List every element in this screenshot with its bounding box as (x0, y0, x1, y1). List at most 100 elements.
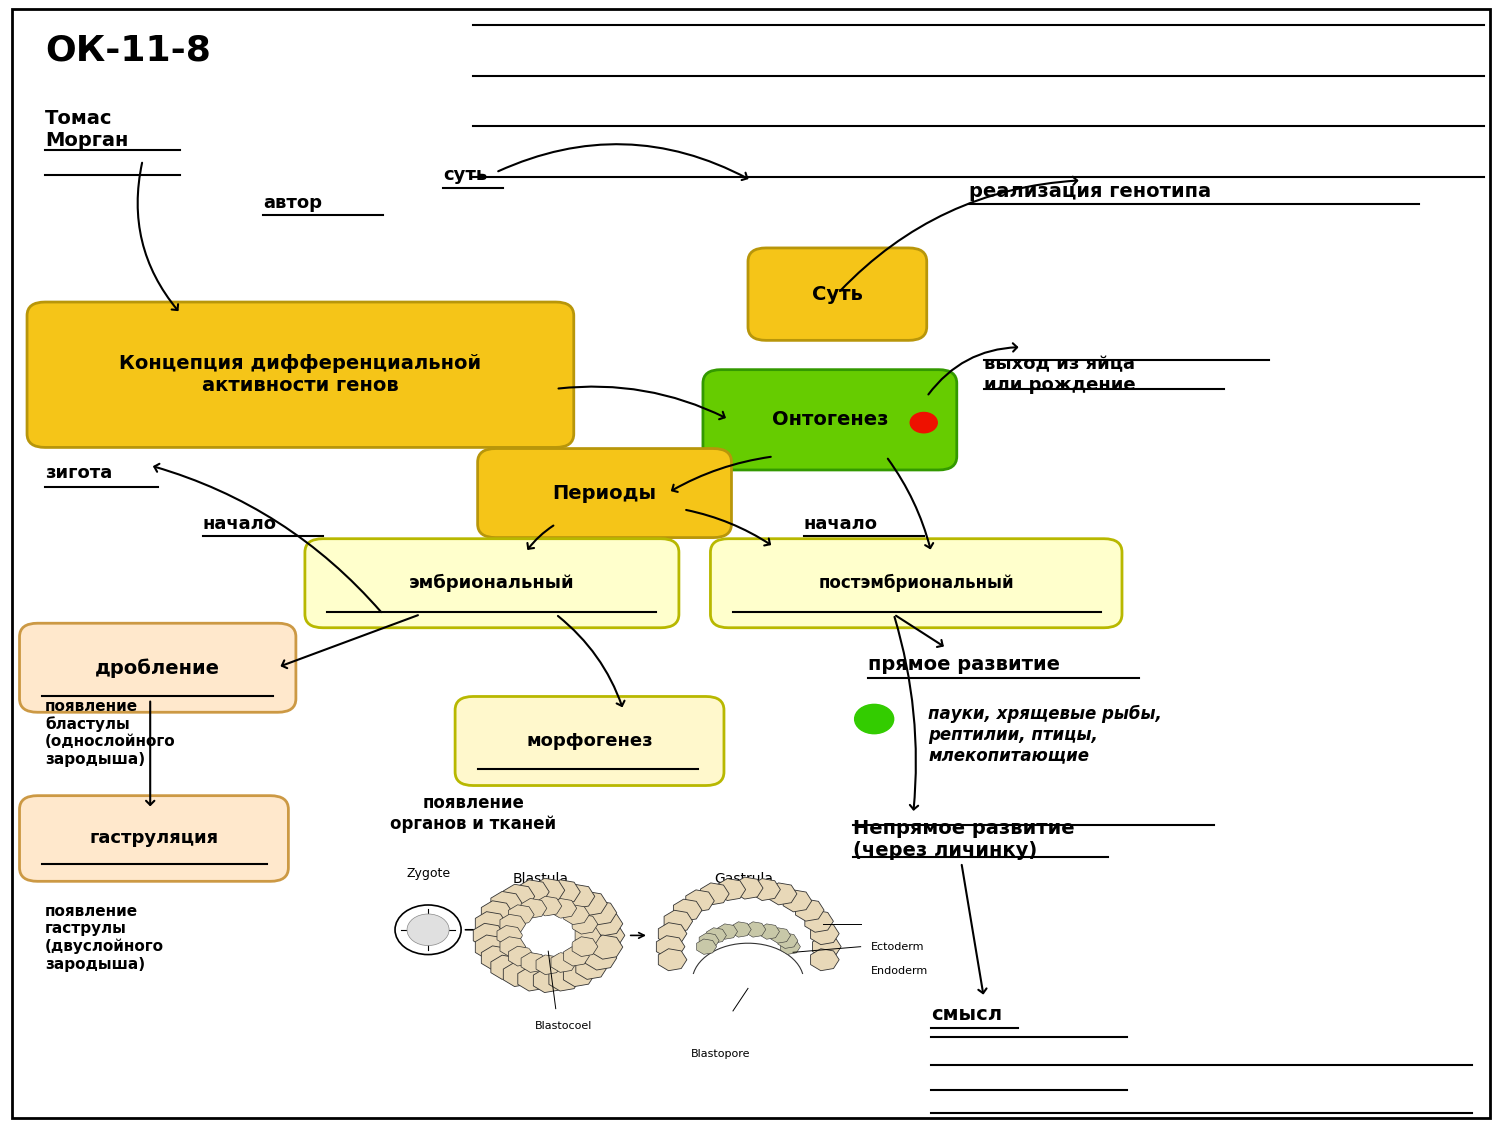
Polygon shape (593, 923, 625, 948)
Polygon shape (500, 937, 526, 957)
FancyBboxPatch shape (305, 539, 679, 628)
Text: выход из яйца
или рождение: выход из яйца или рождение (984, 355, 1136, 393)
Text: Концепция дифференциальной
активности генов: Концепция дифференциальной активности ге… (119, 354, 482, 396)
Polygon shape (575, 891, 607, 915)
Polygon shape (509, 947, 535, 966)
Polygon shape (518, 967, 550, 991)
Polygon shape (769, 882, 798, 905)
Polygon shape (760, 924, 780, 939)
Polygon shape (656, 935, 685, 958)
Polygon shape (753, 879, 781, 900)
Polygon shape (664, 911, 692, 932)
Circle shape (855, 704, 894, 734)
Polygon shape (783, 890, 811, 912)
Polygon shape (481, 946, 512, 970)
FancyBboxPatch shape (478, 449, 731, 538)
Text: Gastrula: Gastrula (713, 872, 774, 886)
Polygon shape (805, 911, 834, 932)
Circle shape (407, 914, 449, 946)
Polygon shape (503, 885, 535, 908)
Polygon shape (518, 880, 550, 904)
Text: морфогенез: морфогенез (526, 733, 653, 749)
Polygon shape (548, 880, 580, 904)
FancyBboxPatch shape (748, 248, 927, 340)
Circle shape (910, 412, 937, 433)
Polygon shape (509, 905, 535, 924)
Polygon shape (700, 882, 728, 905)
Polygon shape (491, 891, 523, 915)
Text: эмбриональный: эмбриональный (409, 574, 575, 593)
Polygon shape (734, 877, 763, 899)
Text: Ectoderm: Ectoderm (871, 942, 925, 951)
Polygon shape (548, 967, 580, 991)
FancyBboxPatch shape (20, 796, 288, 881)
Polygon shape (778, 933, 798, 949)
Polygon shape (575, 925, 601, 946)
Text: гаструляция: гаструляция (90, 829, 218, 848)
Polygon shape (592, 912, 623, 935)
Polygon shape (536, 896, 562, 916)
Text: Периоды: Периоды (553, 483, 656, 503)
Polygon shape (536, 955, 562, 975)
Polygon shape (475, 935, 506, 959)
Text: пауки, хрящевые рыбы,
рептилии, птицы,
млекопитающие: пауки, хрящевые рыбы, рептилии, птицы, м… (928, 704, 1163, 765)
Polygon shape (503, 962, 535, 986)
Polygon shape (551, 898, 577, 919)
Polygon shape (575, 956, 607, 979)
Polygon shape (563, 947, 589, 966)
Circle shape (523, 916, 574, 955)
Polygon shape (716, 879, 745, 900)
Text: появление
бластулы
(однослойного
зародыша): появление бластулы (однослойного зародыш… (45, 699, 176, 766)
Polygon shape (811, 923, 840, 944)
Polygon shape (673, 899, 701, 921)
Polygon shape (500, 914, 526, 934)
Text: Томас
Морган: Томас Морган (45, 109, 129, 150)
Polygon shape (533, 968, 565, 993)
Text: зигота: зигота (45, 464, 113, 482)
Polygon shape (686, 890, 715, 912)
Polygon shape (658, 923, 686, 944)
Polygon shape (811, 949, 840, 970)
Polygon shape (731, 922, 751, 938)
Polygon shape (796, 899, 825, 921)
Text: Blastopore: Blastopore (691, 1049, 751, 1058)
FancyBboxPatch shape (27, 302, 574, 447)
Text: появление
гаструлы
(двуслойного
зародыша): появление гаструлы (двуслойного зародыша… (45, 904, 164, 971)
Text: Blastula: Blastula (512, 872, 569, 886)
FancyBboxPatch shape (710, 539, 1122, 628)
Text: ОК-11-8: ОК-11-8 (45, 34, 210, 68)
Text: начало: начало (203, 515, 276, 533)
Polygon shape (551, 952, 577, 973)
Polygon shape (572, 937, 598, 957)
FancyBboxPatch shape (455, 696, 724, 786)
Polygon shape (533, 878, 565, 903)
Text: появление
органов и тканей: появление органов и тканей (391, 795, 556, 833)
Text: реализация генотипа: реализация генотипа (969, 183, 1211, 201)
Text: смысл: смысл (931, 1005, 1002, 1023)
Polygon shape (563, 905, 589, 924)
Polygon shape (718, 924, 737, 939)
Polygon shape (586, 946, 617, 970)
Polygon shape (697, 939, 716, 955)
Text: дробление: дробление (95, 658, 221, 677)
Polygon shape (746, 922, 766, 938)
Polygon shape (706, 928, 727, 943)
Text: Blastocoel: Blastocoel (535, 1021, 592, 1030)
Text: начало: начало (804, 515, 877, 533)
Polygon shape (497, 925, 523, 946)
Polygon shape (592, 935, 623, 959)
Polygon shape (563, 962, 595, 986)
Text: Суть: Суть (813, 285, 862, 303)
Text: Zygote: Zygote (406, 867, 451, 880)
Polygon shape (572, 914, 598, 934)
Polygon shape (586, 900, 617, 925)
Polygon shape (781, 939, 801, 955)
Polygon shape (521, 952, 547, 973)
Text: суть: суть (443, 166, 487, 184)
Text: Endoderm: Endoderm (871, 967, 928, 976)
Text: Онтогенез: Онтогенез (772, 410, 888, 429)
Text: автор: автор (263, 194, 321, 212)
Text: прямое развитие: прямое развитие (868, 656, 1060, 674)
Polygon shape (491, 956, 523, 979)
Text: постэмбриональный: постэмбриональный (819, 574, 1014, 593)
